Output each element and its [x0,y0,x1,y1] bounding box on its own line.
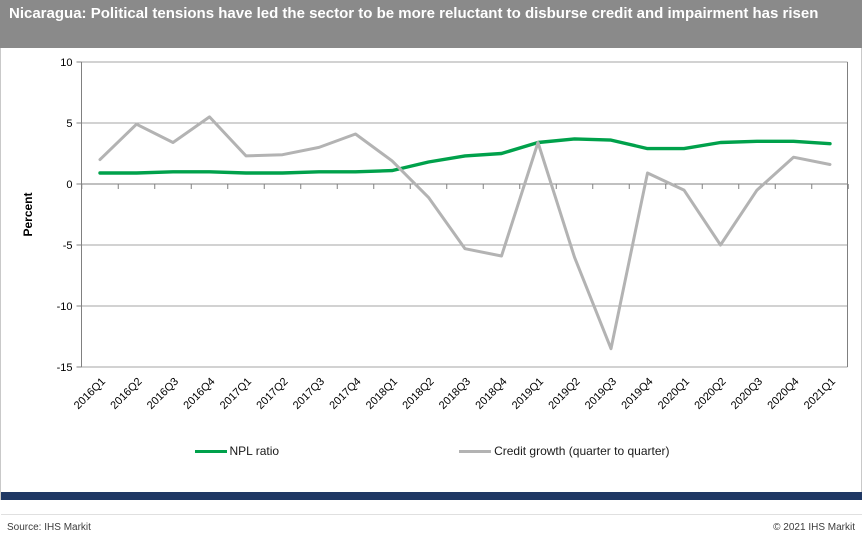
x-tick-label: 2016Q4 [181,376,217,412]
credit-growth-line [98,115,832,351]
legend-label-npl-ratio: NPL ratio [229,444,280,458]
chart-legend: NPL ratio Credit growth (quarter to quar… [1,438,862,464]
credit-growth-swatch [459,449,492,453]
x-tick-label: 2017Q3 [291,376,327,412]
y-tick-label: 5 [66,118,72,130]
x-tick-label: 2019Q4 [619,376,655,412]
x-tick-label: 2016Q2 [108,376,144,412]
x-tick-label: 2018Q1 [364,376,400,412]
npl-ratio-swatch [194,449,227,453]
x-tick-label: 2017Q1 [218,376,254,412]
copyright-text: © 2021 IHS Markit [773,522,855,533]
legend-label-credit-growth: Credit growth (quarter to quarter) [494,444,670,458]
x-tick-label: 2020Q2 [692,376,728,412]
x-tick-label: 2020Q1 [656,376,692,412]
legend-item-npl-ratio: NPL ratio [194,444,280,458]
y-axis-title: Percent [21,192,35,236]
legend-item-credit-growth: Credit growth (quarter to quarter) [459,444,669,458]
x-tick-label: 2020Q3 [729,376,765,412]
x-tick-label: 2016Q3 [145,376,181,412]
chart-footer: Source: IHS Markit © 2021 IHS Markit [1,514,862,540]
npl-ratio-line [98,137,832,175]
x-tick-label: 2020Q4 [765,376,801,412]
x-tick-label: 2017Q2 [254,376,290,412]
x-tick-label: 2017Q4 [327,376,363,412]
x-tick-label: 2019Q3 [583,376,619,412]
y-tick-label: -5 [63,240,73,252]
y-tick-label: -10 [57,301,73,313]
source-text: Source: IHS Markit [7,522,91,533]
x-tick-label: 2019Q1 [510,376,546,412]
x-tick-label: 2018Q2 [400,376,436,412]
y-tick-label: 10 [60,57,72,69]
chart-title-bar: Nicaragua: Political tensions have led t… [0,0,862,48]
x-tick-label: 2018Q3 [437,376,473,412]
x-tick-label: 2019Q2 [546,376,582,412]
y-tick-label: -15 [57,362,73,374]
x-tick-label: 2021Q1 [802,376,838,412]
chart-area: 10 5 0 -5 -10 -15 2016Q1 2016Q2 2016Q3 2016Q4 2017… [0,48,862,533]
bottom-accent-bar [1,492,862,500]
x-tick-label: 2018Q4 [473,376,509,412]
y-tick-label: 0 [66,179,72,191]
chart-title: Nicaragua: Political tensions have led t… [9,5,819,22]
x-tick-label: 2016Q1 [72,376,108,412]
